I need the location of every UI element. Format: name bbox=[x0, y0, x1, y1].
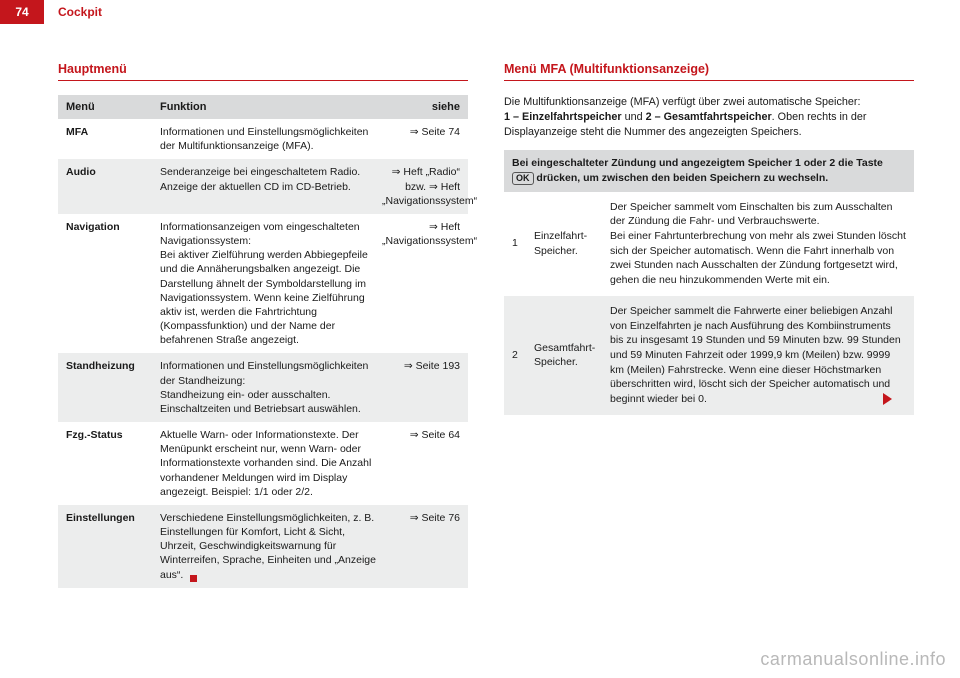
banner-text-1: Bei eingeschalteter Zündung und angezeig… bbox=[512, 157, 883, 169]
menu-row: MFA Informationen und Einstellungsmöglic… bbox=[58, 119, 468, 159]
func-cell: Informationen und Einstellungsmöglichkei… bbox=[160, 359, 382, 416]
func-cell: Informationsanzeigen vom eingeschalteten… bbox=[160, 220, 382, 348]
see-cell: Heft „Radio“ bzw. ⇒ Heft „Navigationssys… bbox=[382, 165, 460, 208]
menu-row: Audio Senderanzeige bei eingeschaltetem … bbox=[58, 159, 468, 214]
left-column: Hauptmenü Menü Funktion siehe MFA Inform… bbox=[58, 62, 468, 588]
memory-desc: Der Speicher sammelt die Fahrwerte einer… bbox=[610, 304, 906, 407]
menu-row: Fzg.-Status Aktuelle Warn- oder Informat… bbox=[58, 422, 468, 505]
memory-row: 2 Gesamtfahrt-Speicher. Der Speicher sam… bbox=[504, 296, 914, 415]
menu-cell: Standheizung bbox=[66, 359, 160, 416]
intro-bold2: 2 – Gesamtfahrtspeicher bbox=[646, 111, 772, 123]
col-head-see: siehe bbox=[382, 101, 460, 113]
header-bar: 74 Cockpit bbox=[0, 0, 960, 24]
content-columns: Hauptmenü Menü Funktion siehe MFA Inform… bbox=[0, 24, 960, 588]
menu-cell: Navigation bbox=[66, 220, 160, 348]
menu-cell: Einstellungen bbox=[66, 511, 160, 582]
col-head-menu: Menü bbox=[66, 101, 160, 113]
memory-num: 2 bbox=[512, 304, 524, 407]
memory-num: 1 bbox=[512, 200, 524, 288]
func-cell: Informationen und Einstellungsmöglichkei… bbox=[160, 125, 382, 153]
section-title: Cockpit bbox=[58, 5, 102, 19]
func-cell: Verschiedene Einstellungsmöglichkeiten, … bbox=[160, 511, 382, 582]
func-cell: Aktuelle Warn- oder Informationstexte. D… bbox=[160, 428, 382, 499]
menu-cell: Fzg.-Status bbox=[66, 428, 160, 499]
memory-row: 1 Einzelfahrt-Speicher. Der Speicher sam… bbox=[504, 192, 914, 296]
func-cell: Senderanzeige bei eingeschaltetem Radio.… bbox=[160, 165, 382, 208]
col-head-func: Funktion bbox=[160, 101, 382, 113]
see-cell: Heft „Navigationssystem“ bbox=[382, 220, 460, 348]
page-number: 74 bbox=[0, 0, 44, 24]
right-heading: Menü MFA (Multifunktionsanzeige) bbox=[504, 62, 914, 81]
menu-cell: MFA bbox=[66, 125, 160, 153]
intro-line1: Die Multifunktionsanzeige (MFA) verfügt … bbox=[504, 96, 860, 108]
ok-key-icon: OK bbox=[512, 172, 534, 185]
menu-table: Menü Funktion siehe MFA Informationen un… bbox=[58, 95, 468, 588]
menu-cell: Audio bbox=[66, 165, 160, 208]
intro-txt1: und bbox=[622, 111, 646, 123]
see-cell: Seite 64 bbox=[382, 428, 460, 499]
right-column: Menü MFA (Multifunktionsanzeige) Die Mul… bbox=[504, 62, 914, 588]
banner-text-2: drücken, um zwischen den beiden Speicher… bbox=[534, 172, 829, 184]
continue-triangle-icon bbox=[883, 393, 892, 405]
see-cell: Seite 193 bbox=[382, 359, 460, 416]
watermark: carmanualsonline.info bbox=[760, 649, 946, 670]
memory-label: Gesamtfahrt-Speicher. bbox=[534, 304, 600, 407]
instruction-banner: Bei eingeschalteter Zündung und angezeig… bbox=[504, 150, 914, 191]
intro-para: Die Multifunktionsanzeige (MFA) verfügt … bbox=[504, 95, 914, 140]
func-text: Verschiedene Einstellungsmöglichkeiten, … bbox=[160, 512, 376, 581]
memory-label: Einzelfahrt-Speicher. bbox=[534, 200, 600, 288]
menu-row: Standheizung Informationen und Einstellu… bbox=[58, 353, 468, 422]
left-heading: Hauptmenü bbox=[58, 62, 468, 81]
see-cell: Seite 74 bbox=[382, 125, 460, 153]
menu-row: Einstellungen Verschiedene Einstellungsm… bbox=[58, 505, 468, 588]
menu-row: Navigation Informationsanzeigen vom eing… bbox=[58, 214, 468, 354]
see-cell: Seite 76 bbox=[382, 511, 460, 582]
end-square-icon bbox=[190, 575, 197, 582]
menu-table-head: Menü Funktion siehe bbox=[58, 95, 468, 119]
memory-desc: Der Speicher sammelt vom Einschalten bis… bbox=[610, 200, 906, 288]
intro-bold1: 1 – Einzelfahrtspeicher bbox=[504, 111, 622, 123]
